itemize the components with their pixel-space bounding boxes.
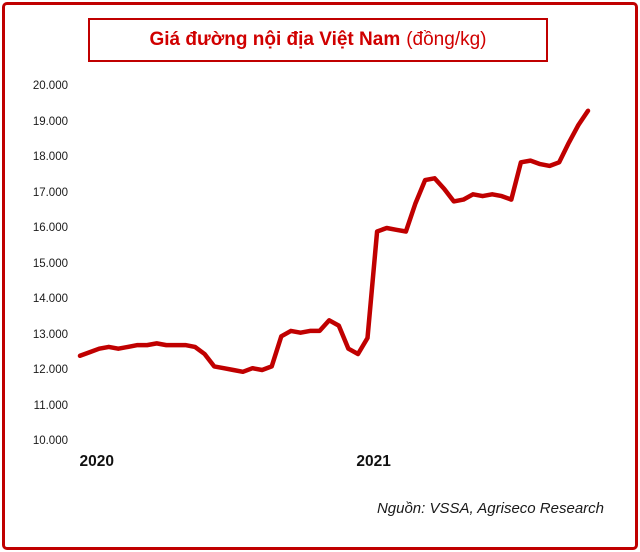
y-tick-label: 19.000	[32, 115, 68, 128]
chart-title-box: Giá đường nội địa Việt Nam (đồng/kg)	[88, 18, 548, 62]
y-tick-label: 13.000	[32, 328, 68, 341]
x-tick-label: 2020	[79, 453, 114, 470]
y-tick-label: 12.000	[32, 364, 68, 376]
y-tick-label: 15.000	[32, 257, 68, 270]
source-note: Nguồn: VSSA, Agriseco Research	[376, 500, 604, 517]
y-tick-label: 10.000	[32, 435, 68, 447]
y-tick-label: 16.000	[32, 222, 68, 234]
chart-title-unit: (đồng/kg)	[406, 29, 487, 50]
x-tick-label: 2021	[356, 453, 391, 470]
y-tick-label: 17.000	[32, 186, 68, 199]
price-line	[77, 108, 591, 375]
chart-title: Giá đường nội địa Việt Nam	[149, 29, 401, 50]
y-tick-label: 18.000	[32, 151, 68, 163]
y-tick-label: 20.000	[32, 80, 68, 92]
y-tick-label: 11.000	[33, 399, 68, 412]
y-tick-label: 14.000	[32, 293, 68, 305]
